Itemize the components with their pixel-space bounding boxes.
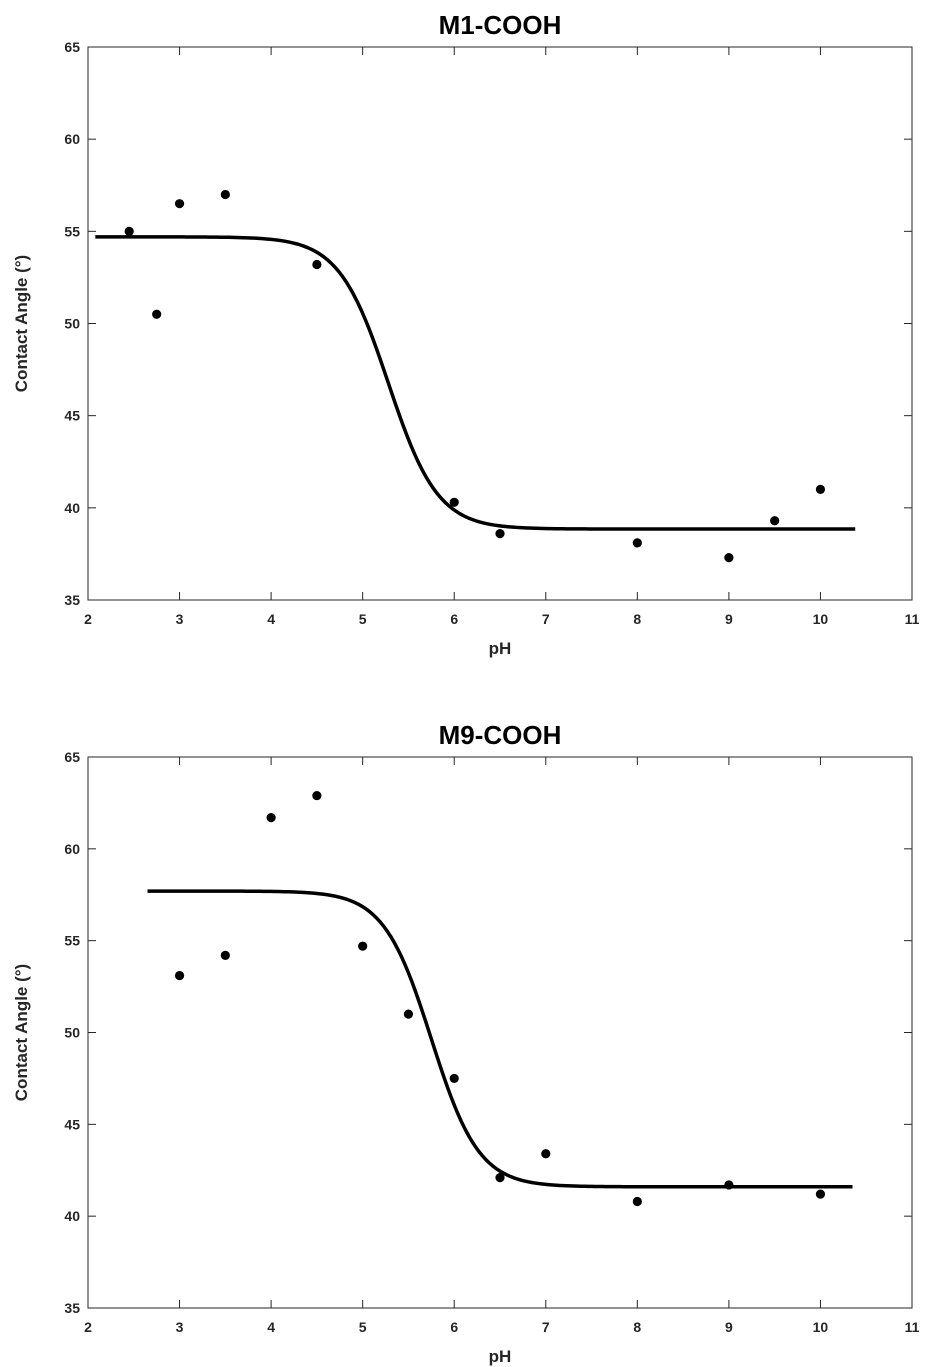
x-tick-label: 6 [450,1319,458,1335]
data-point [770,516,780,526]
data-point [174,970,185,981]
y-tick-label: 45 [64,1116,80,1132]
x-axis-label: pH [489,1347,512,1366]
x-tick-label: 5 [359,1319,367,1335]
y-tick-label: 50 [64,316,80,332]
chart-panel-2: 2 3 4 5 6 7 8 9 10 1135404550556065M9-COOHpHConta… [12,720,920,1366]
y-tick-label: 40 [64,500,80,516]
data-point [220,189,230,200]
x-tick-label: 2 [84,1319,92,1335]
data-point [174,199,185,209]
y-tick-label: 65 [64,39,80,55]
y-tick-label: 60 [64,131,80,147]
x-tick-label: 9 [725,611,733,627]
y-axis-label: Contact Angle (°) [12,255,31,392]
data-point [152,309,162,319]
data-point [495,1172,505,1183]
data-point [403,1009,414,1019]
x-tick-label: 7 [542,611,550,627]
plot-frame [87,46,913,601]
data-point [358,941,368,951]
data-point [312,790,322,801]
data-point [815,484,826,494]
x-tick-label: 7 [542,1319,550,1335]
data-point [815,1189,826,1199]
data-point [312,259,322,270]
data-point [124,226,134,236]
y-tick-label: 45 [64,408,80,424]
data-point [266,813,276,823]
y-tick-label: 35 [64,592,80,608]
x-tick-label: 8 [633,611,641,627]
data-point [632,538,642,548]
x-tick-label: 4 [267,1319,275,1335]
y-tick-label: 55 [64,223,80,239]
y-tick-label: 60 [64,841,80,857]
data-point [724,553,734,563]
plot-frame [87,756,913,1309]
chart-panel-1: 2 3 4 5 6 7 8 9 10 1135404550556065M1-COOHpHConta… [12,10,920,658]
data-point [220,950,230,960]
fit-curve [147,889,853,1189]
x-tick-label: 2 [84,611,92,627]
data-point [724,1180,734,1190]
x-axis-label: pH [489,639,512,658]
data-point [541,1149,551,1159]
x-tick-label: 10 [813,1319,829,1335]
y-tick-label: 55 [64,933,80,949]
data-point [449,1073,459,1084]
y-tick-label: 50 [64,1025,80,1041]
fit-curve [95,235,856,531]
x-tick-label: 9 [725,1319,733,1335]
chart-title: M9-COOH [439,720,562,750]
y-tick-label: 40 [64,1208,80,1224]
x-tick-label: 3 [176,1319,184,1335]
x-tick-label: 11 [905,611,920,627]
x-tick-label: 8 [633,1319,641,1335]
x-tick-label: 5 [359,611,367,627]
x-tick-label: 4 [267,611,275,627]
y-axis-label: Contact Angle (°) [12,964,31,1101]
data-point [632,1196,642,1207]
data-point [449,497,459,507]
data-point [495,529,505,539]
x-tick-label: 6 [450,611,458,627]
y-tick-label: 35 [64,1300,80,1316]
chart-title: M1-COOH [439,10,562,40]
x-tick-label: 3 [176,611,184,627]
x-tick-label: 11 [905,1319,920,1335]
y-tick-label: 65 [64,749,80,765]
x-tick-label: 10 [813,611,829,627]
